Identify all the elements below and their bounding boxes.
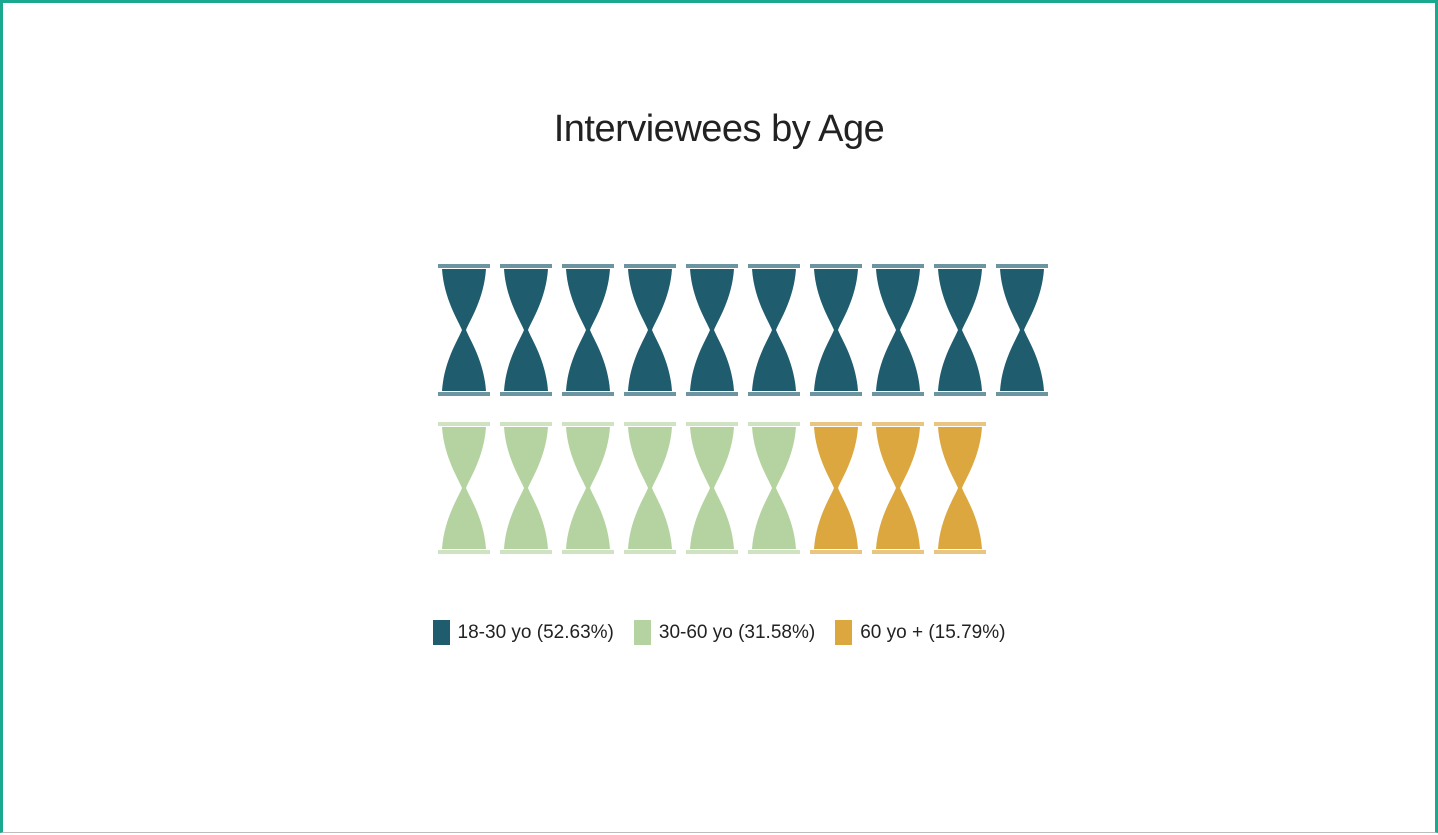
legend-item[interactable]: 60 yo + (15.79%) <box>835 620 1005 645</box>
legend-label: 18-30 yo (52.63%) <box>457 621 614 643</box>
hourglass-icon <box>872 264 924 396</box>
legend-item[interactable]: 18-30 yo (52.63%) <box>432 620 614 645</box>
legend-label: 60 yo + (15.79%) <box>860 621 1006 643</box>
legend-swatch <box>633 620 651 645</box>
hourglass-icon <box>748 422 800 554</box>
hourglass-icon <box>810 264 862 396</box>
legend-swatch <box>432 620 450 645</box>
hourglass-icon <box>500 422 552 554</box>
legend-item[interactable]: 30-60 yo (31.58%) <box>633 620 816 645</box>
hourglass-icon <box>748 264 800 396</box>
legend: 18-30 yo (52.63%) 30-60 yo (31.58%) 60 y… <box>0 620 1438 645</box>
hourglass-icon <box>562 422 614 554</box>
hourglass-icons <box>438 264 1048 554</box>
hourglass-icon <box>500 264 552 396</box>
hourglass-icon <box>686 264 738 396</box>
hourglass-icon <box>562 264 614 396</box>
hourglass-icon <box>934 264 986 396</box>
hourglass-icon <box>438 264 490 396</box>
hourglass-icon <box>438 422 490 554</box>
hourglass-icon <box>872 422 924 554</box>
hourglass-icon <box>934 422 986 554</box>
legend-swatch <box>835 620 853 645</box>
legend-label: 30-60 yo (31.58%) <box>658 621 816 643</box>
hourglass-icon <box>624 422 676 554</box>
hourglass-icon <box>810 422 862 554</box>
chart-title: Interviewees by Age <box>553 108 885 150</box>
hourglass-icon <box>624 264 676 396</box>
hourglass-icon <box>686 422 738 554</box>
hourglass-icon <box>996 264 1048 396</box>
